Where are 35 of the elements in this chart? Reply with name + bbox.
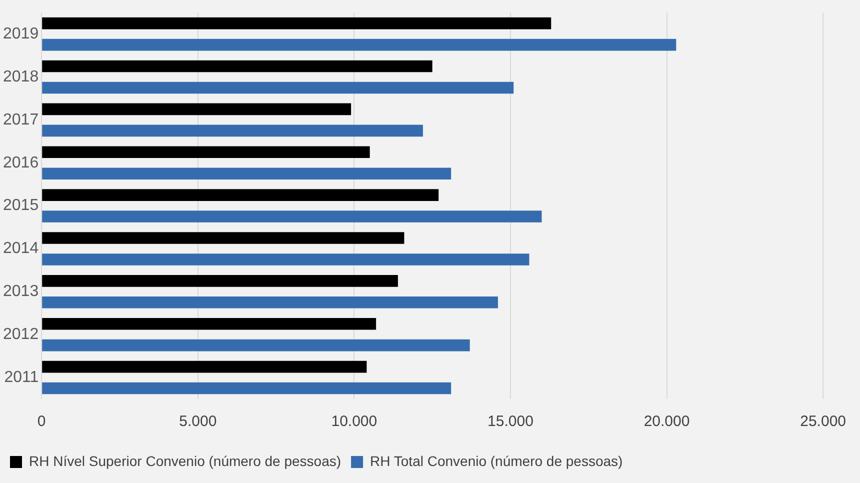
y-tick-label: 2014: [3, 240, 39, 258]
x-tick-label: 15.000: [488, 413, 534, 430]
bar: [42, 17, 552, 30]
y-tick-label: 2013: [3, 283, 39, 300]
bar: [42, 210, 542, 222]
bar: [42, 232, 404, 244]
bar: [42, 254, 530, 266]
bar: [42, 146, 370, 158]
bar: [42, 189, 439, 201]
y-tick-label: 2015: [3, 197, 39, 214]
bar: [42, 38, 676, 51]
bar: [42, 82, 514, 94]
bar: [42, 60, 432, 72]
y-tick-label: 2019: [3, 25, 39, 42]
bar: [42, 318, 376, 330]
bar: [42, 103, 352, 116]
bar: [42, 296, 498, 308]
x-tick-label: 25.000: [800, 413, 846, 430]
bar: [42, 275, 398, 287]
legend-label: RH Nível Superior Convenio (número de pessoas): [29, 452, 342, 469]
y-tick-label: 2016: [3, 154, 39, 172]
x-tick-label: 10.000: [331, 413, 378, 430]
bar: [42, 382, 452, 394]
bar: [42, 360, 367, 373]
bar: [42, 124, 423, 137]
y-tick-label: 2017: [3, 111, 39, 128]
y-tick-label: 2018: [3, 68, 39, 86]
y-tick-label: 2011: [4, 368, 39, 386]
x-tick-label: 0: [37, 413, 46, 430]
x-tick-label: 5.000: [179, 413, 217, 430]
bar: [42, 168, 452, 180]
bar: [42, 339, 470, 352]
legend-label: RH Total Convenio (número de pessoas): [370, 452, 623, 469]
y-tick-label: 2012: [3, 326, 39, 344]
x-tick-label: 20.000: [644, 413, 690, 430]
